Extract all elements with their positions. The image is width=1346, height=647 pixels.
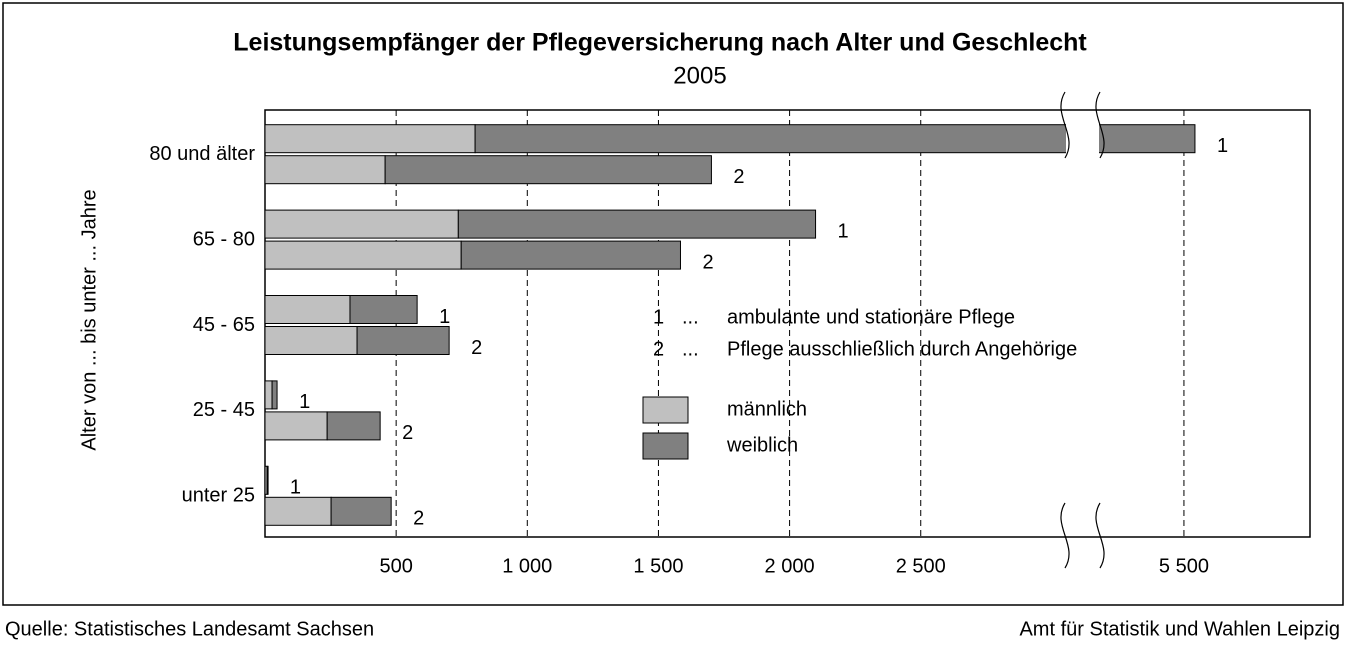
- x-tick-label: 1 000: [502, 555, 552, 577]
- y-axis-label: Alter von ... bis unter ... Jahre: [78, 189, 100, 450]
- legend-label: weiblich: [726, 434, 798, 456]
- bar-label: 1: [1217, 135, 1228, 157]
- bar: [349, 295, 418, 324]
- y-tick-label: 65 - 80: [193, 228, 255, 250]
- bar: [266, 465, 269, 495]
- bar: [264, 411, 328, 441]
- source: Quelle: Statistisches Landesamt Sachsen: [5, 618, 374, 640]
- bar-label: 2: [733, 166, 744, 188]
- note-key: 1: [653, 306, 664, 328]
- y-tick-label: unter 25: [182, 485, 255, 507]
- x-tick-label: 500: [379, 555, 412, 577]
- bar: [264, 326, 358, 355]
- axis-break: [1060, 502, 1070, 569]
- bar: [264, 496, 332, 526]
- note-dots: ...: [682, 338, 699, 360]
- x-tick-label: 1 500: [633, 555, 683, 577]
- bar: [264, 155, 386, 185]
- bar: [264, 380, 273, 410]
- bar: [330, 496, 392, 526]
- bar-label: 1: [299, 391, 310, 413]
- bar-label: 2: [702, 251, 713, 273]
- chart-title: Leistungsempfänger der Pflegeversicherun…: [233, 29, 1087, 57]
- x-tick-label: 5 500: [1159, 555, 1209, 577]
- bar-label: 1: [838, 220, 849, 242]
- bar-label: 2: [402, 422, 413, 444]
- axis-break: [1095, 91, 1105, 159]
- bar-label: 2: [413, 508, 424, 530]
- legend-label: männlich: [727, 398, 807, 420]
- x-tick-label: 2 000: [765, 555, 815, 577]
- legend-swatch: [642, 432, 689, 460]
- bar-label: 1: [290, 477, 301, 499]
- chart-subtitle: 2005: [673, 62, 726, 89]
- y-tick-label: 25 - 45: [193, 399, 255, 421]
- axis-break-gap: [1066, 123, 1099, 154]
- axis-break: [1060, 91, 1070, 159]
- bar: [457, 209, 817, 239]
- legend-swatch: [642, 396, 689, 424]
- bar: [264, 240, 462, 270]
- bar: [460, 240, 681, 270]
- bar: [356, 326, 450, 355]
- bar: [326, 411, 381, 441]
- bar: [384, 155, 712, 185]
- x-tick-label: 2 500: [896, 555, 946, 577]
- bar: [264, 295, 351, 324]
- frame: [2, 2, 1344, 606]
- bar: [264, 124, 476, 154]
- bar-label: 2: [471, 337, 482, 359]
- bar: [271, 380, 278, 410]
- note-text: ambulante und stationäre Pflege: [727, 306, 1015, 328]
- y-tick-label: 45 - 65: [193, 314, 255, 336]
- bar: [264, 209, 459, 239]
- publisher: Amt für Statistik und Wahlen Leipzig: [1019, 618, 1340, 640]
- y-tick-label: 80 und älter: [149, 143, 255, 165]
- note-text: Pflege ausschließlich durch Angehörige: [727, 338, 1077, 360]
- note-dots: ...: [682, 306, 699, 328]
- axis-break: [1095, 502, 1105, 569]
- note-key: 2: [653, 338, 664, 360]
- bar-label: 1: [439, 306, 450, 328]
